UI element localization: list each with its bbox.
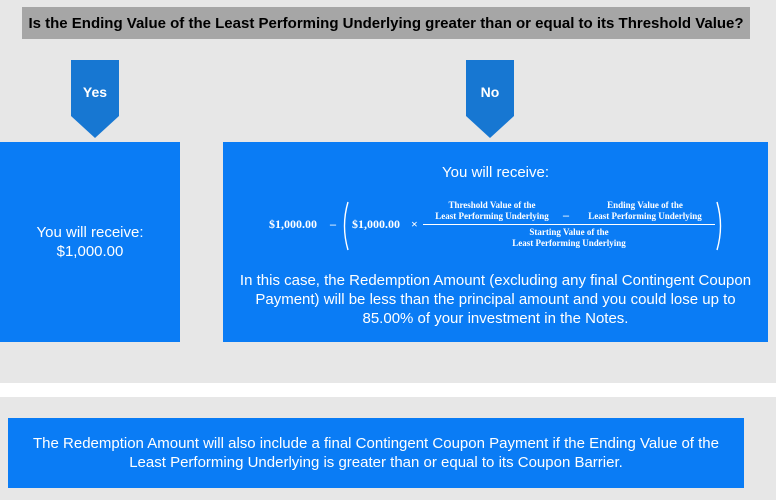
formula-right-paren — [716, 201, 722, 251]
starting-line-1: Starting Value of the — [529, 227, 609, 237]
yes-outcome-box: You will receive: $1,000.00 — [0, 142, 180, 342]
loss-explanation: In this case, the Redemption Amount (exc… — [239, 272, 752, 327]
yes-receive-amount: $1,000.00 — [56, 243, 124, 260]
formula-fraction-bar — [423, 224, 715, 225]
no-receive-label: You will receive: — [442, 164, 549, 181]
formula-principal: $1,000.00 — [269, 217, 317, 231]
formula-minus: – — [330, 217, 336, 231]
coupon-note-text: The Redemption Amount will also include … — [33, 435, 719, 471]
formula-threshold-term: Threshold Value of the Least Performing … — [423, 200, 561, 222]
no-arrow: No — [466, 60, 514, 138]
threshold-line-1: Threshold Value of the — [448, 200, 536, 210]
coupon-note-box: The Redemption Amount will also include … — [8, 418, 744, 488]
decision-question: Is the Ending Value of the Least Perform… — [22, 7, 750, 39]
yes-arrow: Yes — [71, 60, 119, 138]
formula-ending-term: Ending Value of the Least Performing Und… — [575, 200, 715, 222]
no-arrow-shape — [466, 60, 514, 138]
formula-times: × — [411, 217, 418, 231]
no-label: No — [480, 84, 500, 100]
yes-arrow-shape — [71, 60, 119, 138]
starting-line-2: Least Performing Underlying — [512, 238, 626, 248]
yes-label: Yes — [82, 84, 108, 100]
ending-line-1: Ending Value of the — [607, 200, 683, 210]
ending-line-2: Least Performing Underlying — [588, 211, 702, 221]
formula-inner-minus: – — [563, 208, 569, 222]
no-outcome-box: You will receive: $1,000.00 – $1,000.00 … — [223, 142, 768, 342]
formula-denominator: Starting Value of the Least Performing U… — [423, 227, 715, 249]
redemption-formula: $1,000.00 – $1,000.00 × Threshold Value … — [269, 200, 729, 252]
threshold-line-2: Least Performing Underlying — [435, 211, 549, 221]
yes-receive-label: You will receive: — [36, 224, 144, 241]
question-text: Is the Ending Value of the Least Perform… — [28, 14, 744, 32]
formula-inner-principal: $1,000.00 — [352, 217, 400, 231]
formula-left-paren — [343, 201, 349, 251]
